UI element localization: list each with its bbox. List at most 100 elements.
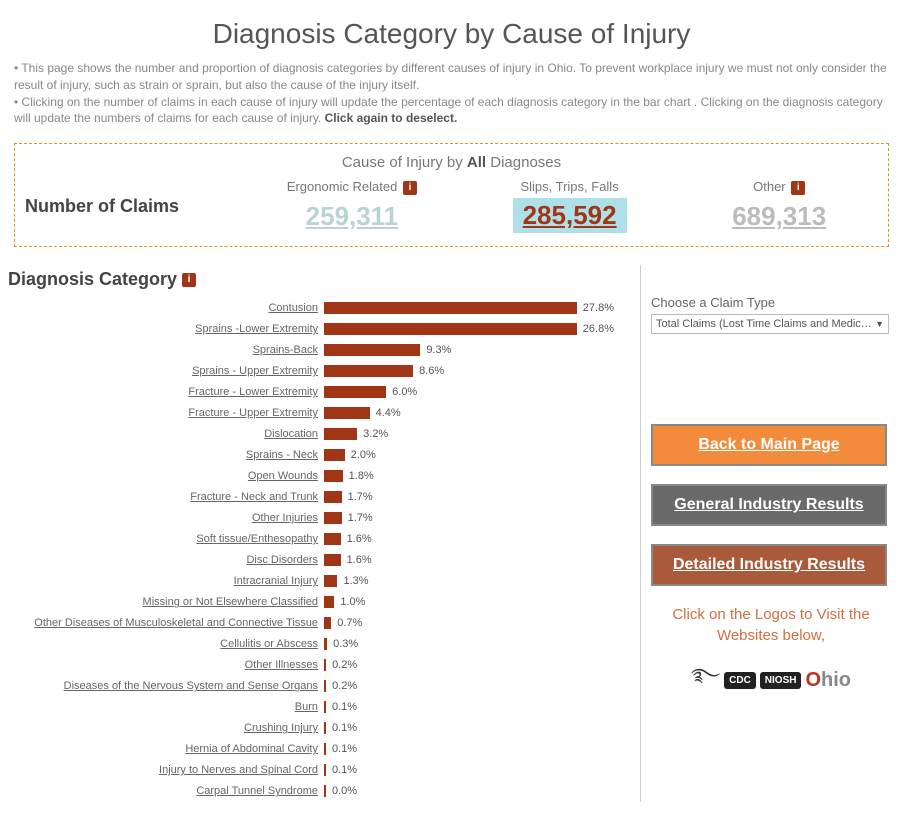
detailed-industry-button[interactable]: Detailed Industry Results (651, 544, 887, 586)
chart-row[interactable]: Other Diseases of Musculoskeletal and Co… (6, 613, 634, 634)
claim-col-1[interactable]: Slips, Trips, Falls285,592 (507, 179, 633, 234)
chart-row-label[interactable]: Fracture - Lower Extremity (6, 386, 324, 398)
chart-row-label[interactable]: Contusion (6, 302, 324, 314)
chart-row[interactable]: Carpal Tunnel Syndrome0.0% (6, 781, 634, 802)
intro-text: • This page shows the number and proport… (0, 60, 903, 137)
chart-row[interactable]: Sprains - Upper Extremity8.6% (6, 361, 634, 382)
chart-bar-track: 8.6% (324, 365, 614, 377)
chart-row-label[interactable]: Sprains-Back (6, 344, 324, 356)
claim-type-value: Total Claims (Lost Time Claims and Medic… (656, 318, 872, 330)
chart-row-label[interactable]: Sprains - Upper Extremity (6, 365, 324, 377)
chart-bar[interactable] (324, 554, 341, 566)
niosh-logo[interactable]: NIOSH (760, 672, 802, 689)
chart-bar-track: 9.3% (324, 344, 614, 356)
chart-bar-pct: 0.3% (327, 638, 358, 650)
chart-row[interactable]: Fracture - Lower Extremity6.0% (6, 382, 634, 403)
chart-row[interactable]: Fracture - Upper Extremity4.4% (6, 403, 634, 424)
chart-row-label[interactable]: Fracture - Upper Extremity (6, 407, 324, 419)
chart-row[interactable]: Disc Disorders1.6% (6, 550, 634, 571)
chart-bar[interactable] (324, 365, 413, 377)
chart-row[interactable]: Diseases of the Nervous System and Sense… (6, 676, 634, 697)
chart-row[interactable]: Missing or Not Elsewhere Classified1.0% (6, 592, 634, 613)
chart-row-label[interactable]: Burn (6, 701, 324, 713)
chart-row-label[interactable]: Diseases of the Nervous System and Sense… (6, 680, 324, 692)
back-to-main-button[interactable]: Back to Main Page (651, 424, 887, 466)
chart-bar-track: 26.8% (324, 323, 614, 335)
claim-col-0[interactable]: Ergonomic Related i259,311 (281, 179, 423, 234)
claim-type-select[interactable]: Total Claims (Lost Time Claims and Medic… (651, 314, 889, 334)
chart-row-label[interactable]: Disc Disorders (6, 554, 324, 566)
claim-col-value[interactable]: 689,313 (722, 199, 836, 234)
chart-row[interactable]: Crushing Injury0.1% (6, 718, 634, 739)
chart-bar-track: 0.1% (324, 722, 614, 734)
chart-bar[interactable] (324, 428, 357, 440)
chart-bar[interactable] (324, 449, 345, 461)
chart-row-label[interactable]: Carpal Tunnel Syndrome (6, 785, 324, 797)
chart-bar[interactable] (324, 386, 386, 398)
chart-row[interactable]: Contusion27.8% (6, 298, 634, 319)
chart-row[interactable]: Cellulitis or Abscess0.3% (6, 634, 634, 655)
info-icon[interactable]: i (403, 181, 417, 195)
chart-row[interactable]: Soft tissue/Enthesopathy1.6% (6, 529, 634, 550)
chart-row[interactable]: Sprains -Lower Extremity 26.8% (6, 319, 634, 340)
chart-row[interactable]: Intracranial Injury1.3% (6, 571, 634, 592)
chart-row[interactable]: Other Injuries 1.7% (6, 508, 634, 529)
chart-row[interactable]: Hernia of Abdominal Cavity0.1% (6, 739, 634, 760)
chart-row[interactable]: Sprains-Back 9.3% (6, 340, 634, 361)
chart-bar[interactable] (324, 533, 341, 545)
chart-bar-pct: 0.2% (326, 680, 357, 692)
chart-bar[interactable] (324, 512, 342, 524)
chart-bar-pct: 1.7% (342, 512, 373, 524)
chart-bar[interactable] (324, 491, 342, 503)
chart-row[interactable]: Sprains - Neck 2.0% (6, 445, 634, 466)
chart-bar[interactable] (324, 575, 337, 587)
chart-row-label[interactable]: Sprains -Lower Extremity (6, 323, 324, 335)
chart-row-label[interactable]: Fracture - Neck and Trunk (6, 491, 324, 503)
intro-line1: • This page shows the number and proport… (14, 60, 889, 94)
chart-row-label[interactable]: Intracranial Injury (6, 575, 324, 587)
chart-row-label[interactable]: Injury to Nerves and Spinal Cord (6, 764, 324, 776)
chart-bar-pct: 9.3% (420, 344, 451, 356)
diagnosis-bar-chart: Contusion27.8% Sprains -Lower Extremity 26… (6, 298, 634, 802)
claim-col-label: Slips, Trips, Falls (513, 179, 627, 198)
general-industry-button[interactable]: General Industry Results (651, 484, 887, 526)
chart-bar[interactable] (324, 302, 577, 314)
info-icon[interactable]: i (791, 181, 805, 195)
claim-col-2[interactable]: Other i689,313 (716, 179, 842, 234)
chart-row[interactable]: Open Wounds1.8% (6, 466, 634, 487)
info-icon[interactable]: i (182, 273, 196, 287)
chart-row[interactable]: Burn0.1% (6, 697, 634, 718)
claims-panel: Cause of Injury by All Diagnoses Number … (14, 143, 889, 247)
chart-row-label[interactable]: Sprains - Neck (6, 449, 324, 461)
chart-bar-pct: 2.0% (345, 449, 376, 461)
chart-row-label[interactable]: Hernia of Abdominal Cavity (6, 743, 324, 755)
chart-row-label[interactable]: Open Wounds (6, 470, 324, 482)
chart-bar[interactable] (324, 596, 334, 608)
chart-bar[interactable] (324, 344, 420, 356)
chart-row-label[interactable]: Soft tissue/Enthesopathy (6, 533, 324, 545)
chart-row-label[interactable]: Other Injuries (6, 512, 324, 524)
chart-bar-pct: 26.8% (577, 323, 614, 335)
chart-bar[interactable] (324, 407, 370, 419)
chart-row[interactable]: Fracture - Neck and Trunk1.7% (6, 487, 634, 508)
chart-row-label[interactable]: Dislocation (6, 428, 324, 440)
claim-col-value[interactable]: 285,592 (513, 198, 627, 233)
chart-bar[interactable] (324, 617, 331, 629)
chart-row[interactable]: Other Illnesses0.2% (6, 655, 634, 676)
chart-bar-track: 0.2% (324, 659, 614, 671)
chart-bar[interactable] (324, 470, 343, 482)
chart-row-label[interactable]: Crushing Injury (6, 722, 324, 734)
chart-row[interactable]: Dislocation3.2% (6, 424, 634, 445)
chart-row-label[interactable]: Other Diseases of Musculoskeletal and Co… (6, 617, 324, 629)
chart-row-label[interactable]: Cellulitis or Abscess (6, 638, 324, 650)
chart-row-label[interactable]: Other Illnesses (6, 659, 324, 671)
chart-bar[interactable] (324, 323, 577, 335)
ohio-logo[interactable]: Ohio (805, 669, 851, 692)
claim-col-value[interactable]: 259,311 (296, 199, 409, 234)
chart-row[interactable]: Injury to Nerves and Spinal Cord0.1% (6, 760, 634, 781)
chart-bar-track: 3.2% (324, 428, 614, 440)
chart-row-label[interactable]: Missing or Not Elsewhere Classified (6, 596, 324, 608)
cdc-logo[interactable]: CDC (724, 672, 756, 689)
hhs-logo[interactable]: ࿐ (691, 656, 720, 706)
chart-bar-track: 0.0% (324, 785, 614, 797)
